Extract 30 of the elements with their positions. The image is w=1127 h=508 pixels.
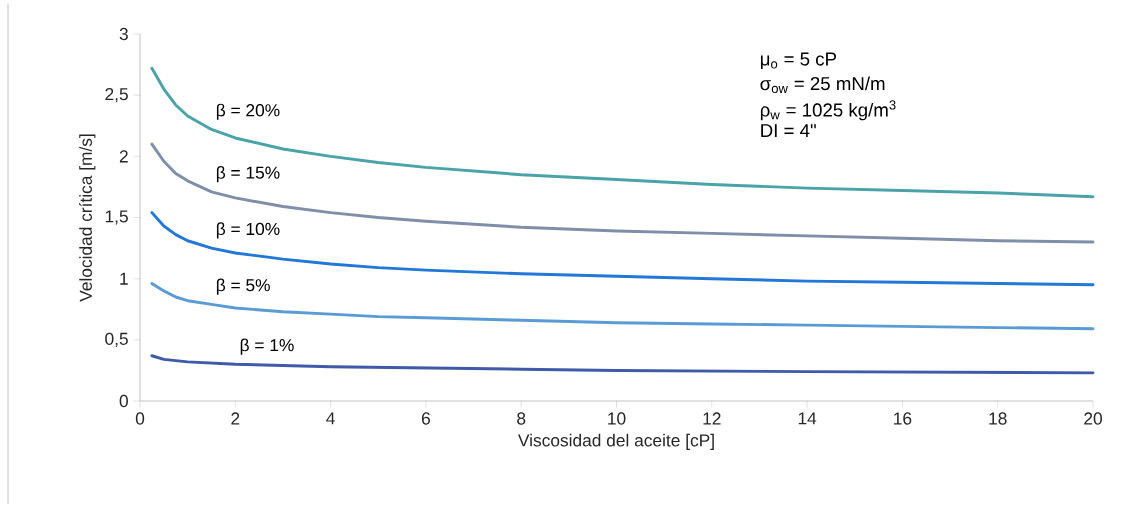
series-label: β = 20% xyxy=(216,103,280,120)
x-tick-label: 14 xyxy=(798,412,817,425)
y-tick-label: 0,5 xyxy=(105,332,128,347)
series-label: β = 10% xyxy=(216,222,280,239)
x-tick-label: 8 xyxy=(517,412,526,425)
y-tick-label: 2,5 xyxy=(105,88,128,103)
annotation: μ$_{o}$ = 5 cP xyxy=(760,52,837,70)
annotation: ρ$_{w}$ = 1025 kg/m$^{3}$ xyxy=(760,100,896,121)
x-tick-label: 10 xyxy=(608,412,626,425)
y-tick-label: 1,5 xyxy=(105,210,128,225)
x-tick-label: 18 xyxy=(989,412,1007,425)
x-tick-label: 2 xyxy=(231,412,240,425)
line-series xyxy=(150,142,1095,244)
x-tick-label: 12 xyxy=(703,412,721,425)
y-tick-label: 0 xyxy=(119,394,128,408)
x-axis-title: Viscosidad del aceite [cP] xyxy=(517,433,714,450)
x-tick-label: 16 xyxy=(894,412,912,425)
series-label: β = 1% xyxy=(240,338,294,355)
y-tick-label: 2 xyxy=(119,150,128,163)
x-tick-label: 4 xyxy=(326,412,335,425)
y-tick-label: 1 xyxy=(120,272,128,285)
y-axis-title: Velocidad crítica [m/s] xyxy=(79,134,96,302)
series-label: β = 15% xyxy=(216,166,280,183)
x-tick-label: 20 xyxy=(1084,412,1102,425)
y-tick-label: 3 xyxy=(119,27,128,41)
annotation: σ$_{ow}$ = 25 mN/m xyxy=(760,76,885,93)
annotation: DI = 4" xyxy=(761,124,816,138)
x-tick-label: 0 xyxy=(135,412,145,425)
series-label: β = 5% xyxy=(216,278,270,295)
x-tick-label: 6 xyxy=(421,412,430,425)
